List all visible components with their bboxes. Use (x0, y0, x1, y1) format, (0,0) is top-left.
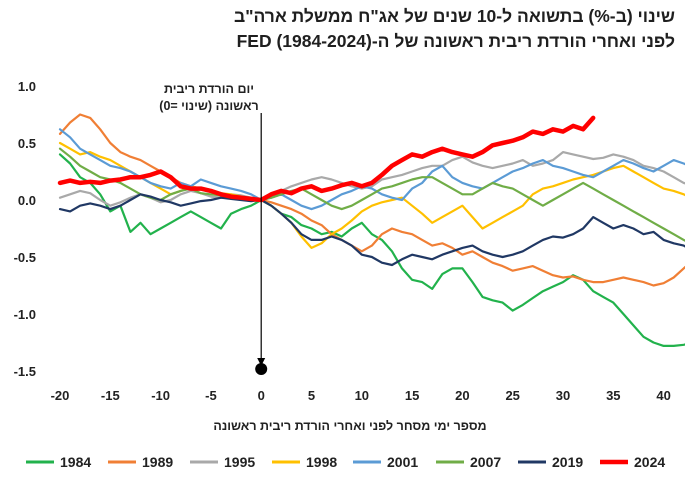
x-tick-label: 30 (556, 388, 570, 403)
annotation-arrowhead (257, 358, 266, 366)
x-tick-label: 15 (405, 388, 419, 403)
annotation-line-1: יום הורדת ריבית (164, 82, 254, 96)
series-line-2019 (58, 193, 685, 267)
y-tick-label: 1.0 (18, 79, 36, 94)
plot-lines (57, 113, 685, 347)
series-line-1984 (58, 153, 685, 347)
series-line-2024 (57, 115, 596, 203)
x-tick-label: 25 (505, 388, 519, 403)
chart-subtitle: לפני ואחרי הורדת ריבית ראשונה של ה-FED (… (236, 31, 675, 51)
legend: 2024 2019 2007 2001 1998 1995 1989 1984 (26, 454, 665, 470)
legend-label-2024: 2024 (634, 454, 665, 470)
legend-label-1995: 1995 (224, 454, 255, 470)
legend-label-1989: 1989 (142, 454, 173, 470)
legend-label-2001: 2001 (387, 454, 418, 470)
y-tick-label: 0.5 (18, 136, 36, 151)
x-tick-label: -5 (205, 388, 217, 403)
y-tick-label: -0.5 (14, 250, 36, 265)
chart-title-block: שינוי (ב-%) בתשואה ל-10 שנים של אג"ח ממש… (0, 4, 675, 54)
x-tick-label: 35 (606, 388, 620, 403)
legend-label-1984: 1984 (60, 454, 91, 470)
x-axis-ticks: -20-15-10-5051015202530354045505560 (51, 388, 671, 403)
legend-label-2019: 2019 (552, 454, 583, 470)
annotation-group: יום הורדת ריבית ראשונה (שינוי =0) (159, 82, 268, 375)
y-tick-label: 0.0 (18, 193, 36, 208)
x-tick-label: 10 (355, 388, 369, 403)
x-tick-label: -10 (151, 388, 170, 403)
annotation-marker (255, 363, 268, 375)
x-tick-label: 20 (455, 388, 469, 403)
x-tick-label: 0 (258, 388, 265, 403)
y-tick-label: -1.0 (14, 307, 36, 322)
x-tick-label: -20 (51, 388, 70, 403)
chart-title: שינוי (ב-%) בתשואה ל-10 שנים של אג"ח ממש… (234, 6, 675, 26)
x-axis-label: מספר ימי מסחר לפני ואחרי הורדת ריבית ראש… (213, 419, 486, 433)
y-axis-ticks: 1.0 0.5 0.0 -0.5 -1.0 -1.5 (14, 79, 36, 379)
x-tick-label: 5 (308, 388, 315, 403)
legend-label-1998: 1998 (306, 454, 337, 470)
x-tick-label: -15 (101, 388, 120, 403)
series-line-2001 (58, 128, 685, 211)
x-tick-label: 40 (656, 388, 670, 403)
y-tick-label: -1.5 (14, 364, 36, 379)
legend-label-2007: 2007 (470, 454, 501, 470)
annotation-line-2: ראשונה (שינוי =0) (159, 99, 258, 113)
